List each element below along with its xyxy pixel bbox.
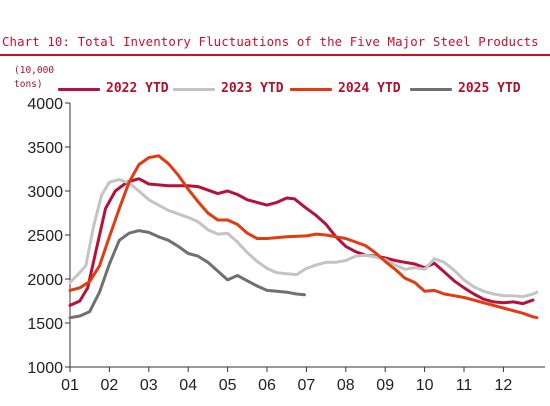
x-tick-label: 04: [179, 377, 197, 394]
legend-label-2023: 2023 YTD: [221, 81, 284, 96]
legend-swatch-2022: [58, 88, 100, 91]
x-tick-label: 02: [101, 377, 119, 394]
y-tick-label: 1500: [27, 316, 63, 333]
y-tick-label: 3500: [27, 140, 63, 157]
legend-swatch-2024: [290, 88, 332, 91]
x-tick-label: 05: [219, 377, 237, 394]
x-tick-label: 10: [416, 377, 434, 394]
unit-line-2: tons): [14, 79, 43, 90]
x-tick-label: 08: [337, 377, 355, 394]
series-lines: [68, 154, 539, 320]
x-tick-label: 11: [456, 377, 473, 394]
y-tick-labels: 1000 1500 2000 2500 3000 3500 4000: [27, 96, 70, 377]
chart-title: Chart 10: Total Inventory Fluctuations o…: [2, 34, 539, 49]
legend-swatch-2023: [173, 88, 215, 91]
legend-swatch-2025: [410, 88, 452, 91]
legend-label-2024: 2024 YTD: [338, 81, 401, 96]
title-underline: [0, 54, 550, 56]
series-line-2024: [68, 154, 539, 320]
legend-label-2022: 2022 YTD: [106, 81, 169, 96]
y-tick-label: 2000: [27, 272, 63, 289]
series-line-2023: [68, 178, 539, 299]
x-tick-label: 09: [376, 377, 394, 394]
series-line-2022: [68, 177, 535, 307]
y-axis-unit-label: (10,000 tons): [14, 64, 54, 92]
x-tick-label: 07: [298, 377, 316, 394]
x-tick-label: 03: [140, 377, 158, 394]
x-tick-label: 06: [258, 377, 276, 394]
unit-line-1: (10,000: [14, 65, 55, 76]
y-tick-label: 4000: [27, 96, 63, 113]
legend-label-2025: 2025 YTD: [458, 81, 521, 96]
x-tick-labels: 01 02 03 04 05 06 07 08 09 10 11 12: [61, 367, 512, 394]
y-tick-label: 1000: [27, 360, 63, 377]
x-tick-label: 01: [61, 377, 79, 394]
y-tick-label: 3000: [27, 184, 63, 201]
x-tick-label: 12: [495, 377, 513, 394]
series-line-2025: [68, 229, 306, 320]
y-tick-label: 2500: [27, 228, 63, 245]
